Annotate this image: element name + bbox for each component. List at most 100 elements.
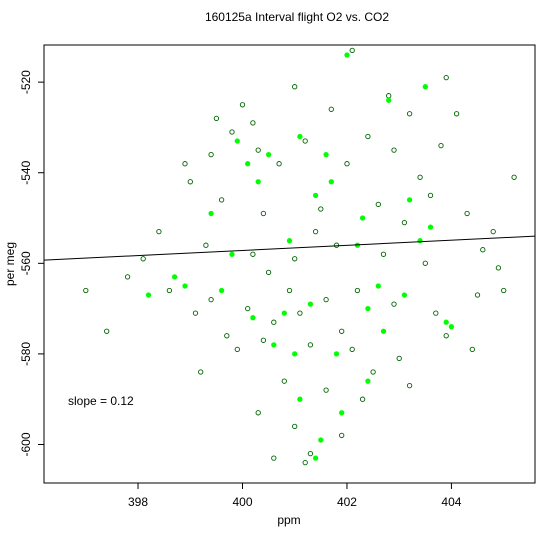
scatter-point [239, 102, 246, 108]
scatter-point [396, 355, 402, 362]
y-tick-label: -540 [19, 160, 33, 184]
scatter-point [245, 305, 251, 312]
scatter-point [386, 93, 392, 99]
y-tick-label: -520 [19, 70, 33, 94]
scatter-point [333, 242, 340, 248]
scatter-point [448, 324, 455, 330]
plot-area [44, 47, 535, 466]
scatter-point [386, 97, 392, 103]
scatter-point [349, 346, 355, 353]
scatter-point [265, 269, 272, 276]
scatter-point [422, 260, 428, 266]
y-axis: -520 -540 -560 -580 -600 [19, 70, 44, 457]
scatter-point [224, 333, 230, 339]
scatter-point [297, 133, 303, 140]
scatter-point [380, 251, 387, 257]
scatter-point [208, 151, 214, 158]
scatter-point [292, 423, 298, 430]
x-tick-label: 398 [128, 495, 148, 509]
scatter-point [501, 287, 507, 294]
scatter-point [328, 106, 334, 112]
scatter-point [375, 283, 381, 289]
scatter-point [469, 346, 475, 353]
scatter-point [271, 455, 277, 461]
scatter-point [391, 147, 397, 153]
scatter-point [286, 287, 293, 294]
y-tick-label: -580 [19, 342, 33, 366]
scatter-point [312, 228, 319, 235]
scatter-point [427, 224, 434, 230]
scatter-point [359, 215, 366, 221]
y-tick-label: -600 [19, 432, 33, 456]
scatter-point [453, 111, 460, 117]
scatter-point [171, 274, 178, 280]
scatter-point [339, 328, 345, 334]
scatter-point [422, 84, 428, 90]
scatter-point [307, 342, 314, 348]
scatter-point [318, 437, 324, 443]
scatter-point [307, 450, 314, 457]
scatter-point [156, 228, 162, 235]
scatter-point [438, 142, 444, 149]
scatter-point [318, 206, 324, 212]
plot-frame [43, 44, 536, 484]
scatter-point [145, 292, 152, 298]
scatter-point [406, 382, 413, 389]
scatter-point [490, 228, 496, 235]
scatter-point [255, 179, 261, 185]
scatter-point [265, 151, 272, 158]
scatter-point [333, 351, 340, 357]
scatter-point [218, 197, 225, 203]
scatter-point [218, 287, 225, 294]
scatter-point [433, 310, 439, 316]
x-tick-label: 400 [232, 495, 252, 509]
scatter-point [271, 319, 277, 325]
y-axis-label: per meg [3, 242, 17, 286]
scatter-point [260, 210, 267, 217]
scatter-point [495, 265, 502, 271]
scatter-point [511, 174, 517, 180]
x-axis-label: ppm [277, 513, 300, 527]
scatter-point [302, 138, 308, 144]
scatter-point [234, 346, 240, 353]
scatter-point [406, 111, 413, 117]
scatter-point [443, 333, 449, 339]
scatter-point [370, 369, 376, 375]
scatter-point [255, 410, 261, 416]
scatter-point [182, 161, 188, 167]
scatter-point [213, 115, 220, 122]
slope-annotation: slope = 0.12 [68, 394, 134, 408]
scatter-point [375, 201, 381, 208]
scatter-point [359, 396, 366, 402]
scatter-point [401, 219, 408, 226]
scatter-point [302, 459, 308, 466]
scatter-point [443, 319, 449, 325]
scatter-point [140, 256, 146, 262]
chart-title: 160125a Interval flight O2 vs. CO2 [205, 10, 389, 24]
scatter-point [339, 410, 345, 416]
x-axis: 398 400 402 404 [128, 483, 462, 509]
scatter-point [276, 161, 282, 167]
scatter-point [292, 256, 298, 262]
scatter-point [208, 296, 214, 303]
scatter-point [229, 129, 235, 135]
scatter-point [380, 328, 387, 334]
scatter-point [427, 192, 434, 199]
scatter-point [166, 287, 173, 294]
scatter-point [464, 210, 470, 217]
scatter-point [182, 283, 188, 289]
scatter-point [480, 247, 486, 253]
scatter-point [365, 133, 371, 140]
scatter-point [245, 161, 251, 167]
scatter-point [474, 292, 481, 298]
scatter-point [250, 315, 256, 321]
scatter-point [292, 351, 298, 357]
scatter-point [349, 47, 355, 54]
scatter-point [208, 210, 214, 217]
scatter-point [281, 378, 287, 384]
scatter-point [307, 301, 314, 307]
scatter-point [250, 251, 256, 257]
x-tick-label: 402 [337, 495, 357, 509]
scatter-point [443, 74, 449, 81]
scatter-point [406, 197, 413, 203]
